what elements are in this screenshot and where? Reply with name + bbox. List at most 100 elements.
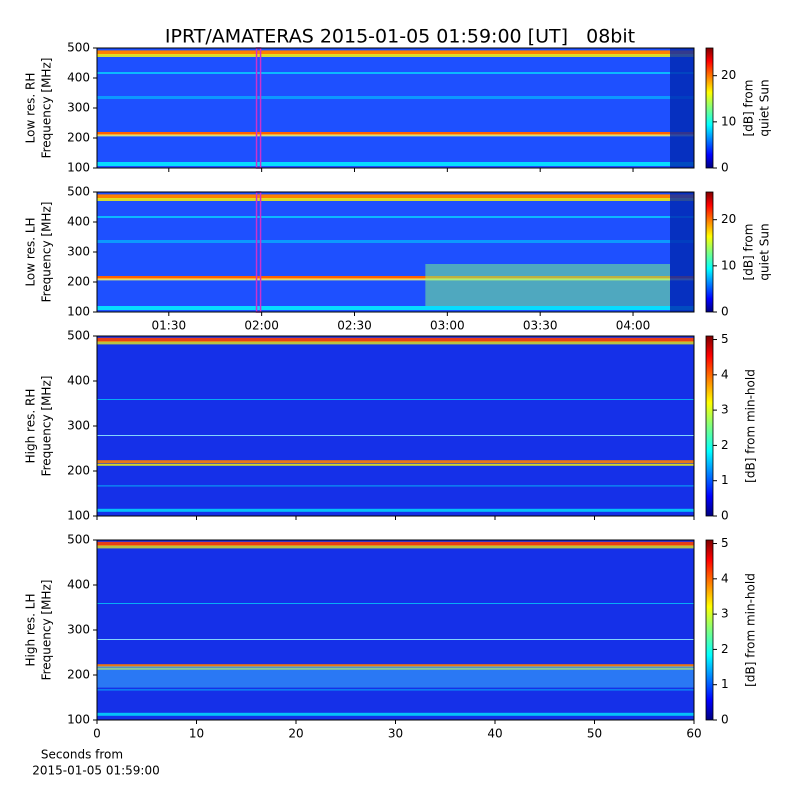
spectral-band [97,50,694,55]
colorbar-tick-label: 3 [721,607,729,621]
spectral-band [97,276,694,279]
y-tick-label: 500 [67,185,90,199]
spectral-band [97,541,694,546]
x-tick-label: 40 [487,727,502,741]
spectral-band [97,132,694,135]
spectral-band [97,341,694,345]
chart-title: IPRT/AMATERAS 2015-01-05 01:59:00 [UT] 0… [165,26,635,48]
y-tick-label: 300 [67,245,90,259]
colorbar-tick-label: 10 [721,258,736,272]
colorbar-tick-label: 4 [721,571,729,585]
y-axis-label: Frequency [MHz] [40,580,54,681]
colorbar-tick-label: 3 [721,403,729,417]
colorbar-tick-label: 5 [721,536,729,550]
y-tick-label: 100 [67,161,90,175]
spectral-band [97,712,694,716]
colorbar-tick-label: 0 [721,305,729,319]
spectral-band [97,306,694,310]
y-axis-label: Frequency [MHz] [40,202,54,303]
colorbar-tick-label: 4 [721,367,729,381]
y-axis-label: High res. LH [24,593,38,666]
y-axis-label: Frequency [MHz] [40,58,54,159]
colorbar-tick-label: 1 [721,677,729,691]
spectral-band [97,96,694,99]
y-tick-label: 200 [67,464,90,478]
colorbar-label: [dB] from [742,224,756,281]
colorbar-label: quiet Sun [758,79,772,136]
x-tick-label: 04:00 [616,319,651,333]
spectral-band [97,485,694,487]
y-tick-label: 300 [67,623,90,637]
y-tick-label: 100 [67,509,90,523]
colorbar-label: [dB] from [742,80,756,137]
spectral-band [97,545,694,549]
colorbar-label: [dB] from min-hold [744,573,758,687]
y-tick-label: 200 [67,131,90,145]
y-axis-label: Frequency [MHz] [40,376,54,477]
spectral-band [97,198,694,201]
y-axis-label: Low res. LH [24,217,38,286]
colorbar-label: quiet Sun [758,223,772,280]
x-tick-label: 20 [288,727,303,741]
data-gap [670,192,694,312]
y-tick-label: 200 [67,668,90,682]
y-tick-label: 400 [67,374,90,388]
y-axis-label: Low res. RH [24,73,38,144]
spectral-band [97,134,694,137]
spectral-band [97,664,694,668]
colorbar-tick-label: 0 [721,161,729,175]
y-tick-label: 500 [67,533,90,547]
y-axis-label: High res. RH [24,389,38,464]
colorbar [705,47,714,169]
spectral-band [97,72,694,74]
x-tick-label: 50 [587,727,602,741]
y-tick-label: 400 [67,215,90,229]
spectral-band [97,463,694,466]
y-tick-label: 400 [67,71,90,85]
spectral-band [97,399,694,400]
panel: 100 200 300 400 500 High res. RH Frequency [MH… [24,329,758,523]
x-tick-label: 30 [388,727,403,741]
spectrogram [97,336,694,516]
y-tick-label: 500 [67,329,90,343]
x-tick-label: 03:00 [430,319,465,333]
x-tick-label: 02:00 [244,319,279,333]
y-tick-label: 300 [67,419,90,433]
spectral-band [97,639,694,640]
colorbar-tick-label: 2 [721,438,729,452]
x-tick-label: 60 [686,727,701,741]
colorbar-tick-label: 0 [721,509,729,523]
spectral-band [97,54,694,57]
y-tick-label: 300 [67,101,90,115]
colorbar-tick-label: 20 [721,68,736,82]
colorbar [705,539,714,721]
x-axis-label: 2015-01-05 01:59:00 [32,764,159,778]
spectral-band [97,162,694,166]
spectral-band [97,508,694,512]
colorbar-tick-label: 1 [721,473,729,487]
x-tick-label: 10 [189,727,204,741]
x-tick-label: 0 [93,727,101,741]
colorbar-tick-label: 20 [721,212,736,226]
spectral-band [97,216,694,218]
colorbar-tick-label: 5 [721,332,729,346]
y-tick-label: 200 [67,275,90,289]
spectrogram [97,48,694,168]
spectral-band [97,278,694,281]
spectral-band [97,435,694,436]
data-gap [670,48,694,168]
x-tick-label: 02:30 [337,319,372,333]
colorbar-label: [dB] from min-hold [744,369,758,483]
colorbar [705,335,714,517]
x-tick-label: 01:30 [152,319,187,333]
emission-region [97,666,694,688]
emission-region [425,264,670,306]
y-tick-label: 100 [67,305,90,319]
spectral-band [97,603,694,604]
spectral-band [97,337,694,342]
